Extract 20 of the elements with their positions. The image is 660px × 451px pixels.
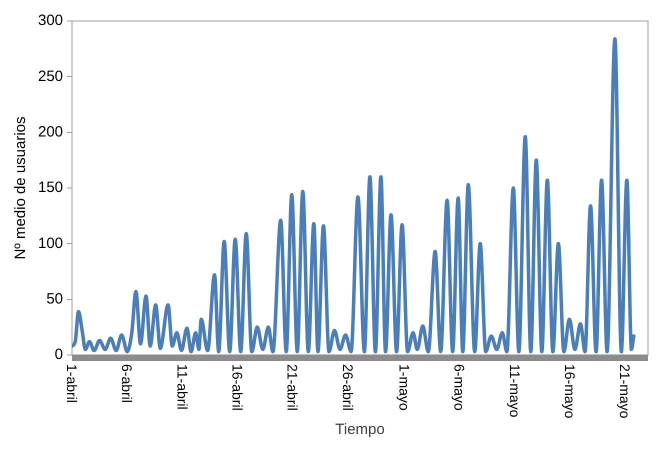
y-tick-label: 150 bbox=[38, 179, 64, 196]
x-tick-label: 1-mayo bbox=[396, 364, 412, 411]
x-tick-label: 21-mayo bbox=[617, 364, 634, 419]
y-tick-label: 200 bbox=[38, 123, 64, 140]
y-tick-label: 100 bbox=[38, 234, 64, 252]
x-tick-label: 11-mayo bbox=[506, 364, 523, 418]
y-tick-label: 0 bbox=[54, 346, 64, 364]
y-tick-label: 250 bbox=[38, 68, 64, 85]
x-tick-label: 16-abril bbox=[230, 364, 246, 411]
y-axis-title: Nº medio de usuarios bbox=[12, 116, 30, 260]
x-tick-label: 26-abril bbox=[340, 364, 356, 411]
x-tick-label: 6-mayo bbox=[452, 364, 468, 411]
x-tick-label: 16-mayo bbox=[562, 364, 578, 419]
x-tick-label: 11-abril bbox=[174, 364, 190, 410]
x-axis-title: Tiempo bbox=[335, 421, 385, 438]
x-tick-label: 6-abril bbox=[119, 364, 136, 403]
y-tick-label: 300 bbox=[38, 12, 64, 30]
y-tick-label: 50 bbox=[46, 290, 64, 308]
x-tick-label: 21-abril bbox=[284, 364, 301, 411]
x-tick-label: 1-abril bbox=[64, 364, 80, 403]
